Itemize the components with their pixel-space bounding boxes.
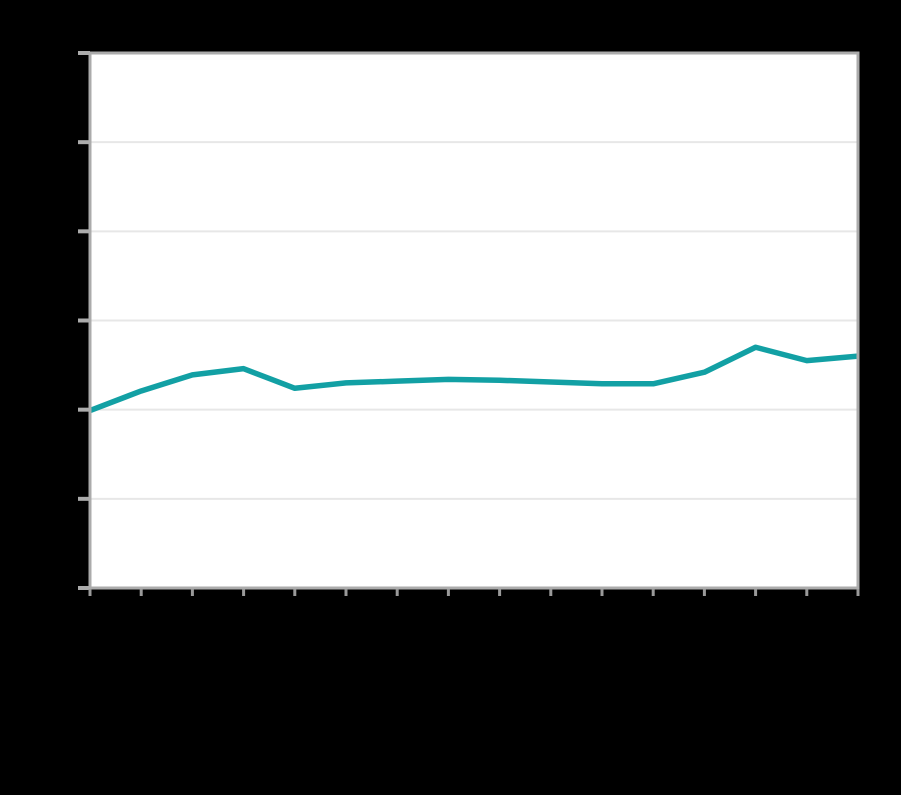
data-line-series — [89, 344, 859, 414]
